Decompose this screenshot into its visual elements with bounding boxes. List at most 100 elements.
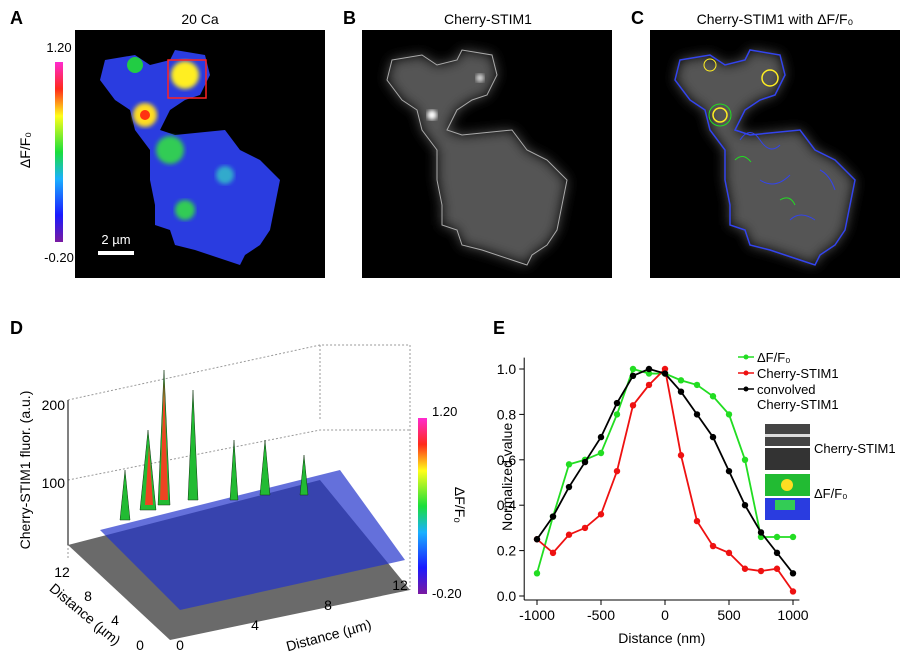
x-axis-label: Distance (nm) <box>618 630 705 646</box>
y-tick-label: 0.2 <box>497 543 517 559</box>
y-tick-label: 0.0 <box>497 588 517 604</box>
point <box>613 399 621 407</box>
point <box>789 533 797 541</box>
colorbar <box>418 418 427 594</box>
point <box>693 517 701 525</box>
y-axis-label: Normalized value <box>499 423 515 531</box>
panel-letter: D <box>10 318 23 338</box>
point <box>677 388 685 395</box>
colorbar-min: -0.20 <box>432 586 462 601</box>
point <box>789 588 797 595</box>
colorbar-label: ΔF/F₀ <box>17 132 33 168</box>
legend-label: Cherry-STIM1 <box>757 366 839 381</box>
x-tick-label: 0 <box>176 637 184 653</box>
scale-bar-label: 2 µm <box>101 232 130 247</box>
point <box>565 483 573 491</box>
point <box>693 381 701 389</box>
series-line <box>536 368 794 574</box>
panel-letter: E <box>493 318 505 338</box>
point <box>757 529 765 536</box>
point <box>565 531 573 538</box>
colorbar-max: 1.20 <box>46 40 71 55</box>
panel-letter: A <box>10 8 23 28</box>
point <box>661 370 669 377</box>
y-tick-label: 0 <box>136 637 144 653</box>
point <box>645 365 653 373</box>
x-tick-label: 500 <box>717 607 741 623</box>
point <box>597 511 605 518</box>
point <box>549 513 557 520</box>
heatmap <box>100 50 280 265</box>
colorbar-label: ΔF/F₀ <box>452 487 468 523</box>
point <box>645 381 653 389</box>
point <box>629 365 637 373</box>
point <box>709 433 717 441</box>
inset-label: ΔF/F₀ <box>814 486 848 501</box>
y-tick-label: 1.0 <box>497 361 517 377</box>
panel-letter: C <box>631 8 644 28</box>
fluorescence-image <box>386 49 568 266</box>
overlay-image <box>674 49 856 266</box>
point <box>549 549 557 557</box>
panel-title: Cherry-STIM1 with ΔF/F₀ <box>697 11 854 27</box>
point <box>581 524 589 532</box>
point <box>613 467 621 475</box>
point <box>629 402 637 409</box>
point <box>693 411 701 418</box>
colorbar-min: -0.20 <box>44 250 74 265</box>
y-tick-label: 12 <box>54 564 70 580</box>
colorbar-max: 1.20 <box>432 404 457 419</box>
panel-title: 20 Ca <box>181 11 219 27</box>
point <box>757 567 765 575</box>
z-tick-label: 100 <box>42 475 66 491</box>
legend-label: ΔF/F₀ <box>757 350 791 365</box>
point <box>725 549 733 557</box>
point <box>661 365 669 373</box>
x-axis-label: Distance (µm) <box>284 616 373 654</box>
point <box>725 411 733 418</box>
x-tick-label: -500 <box>587 607 615 623</box>
x-tick-label: 12 <box>392 577 408 593</box>
surface-plot <box>67 344 411 640</box>
legend-marker <box>743 354 749 360</box>
y-tick-label: 0.6 <box>497 452 517 468</box>
point <box>773 549 781 557</box>
z-tick-label: 200 <box>42 397 66 413</box>
x-tick-label: -1000 <box>519 607 555 623</box>
x-tick-label: 4 <box>251 617 259 633</box>
point <box>709 542 717 550</box>
y-tick-label: 0.8 <box>497 406 517 422</box>
series-line <box>536 367 794 592</box>
point <box>613 411 621 418</box>
y-tick-label: 4 <box>111 612 119 628</box>
x-tick-label: 8 <box>324 597 332 613</box>
panel-title: Cherry-STIM1 <box>444 11 532 27</box>
point <box>677 377 685 384</box>
point <box>741 502 749 509</box>
point <box>533 536 541 543</box>
point <box>789 570 797 577</box>
inset-images <box>765 424 810 520</box>
panel-letter: B <box>343 8 356 28</box>
x-tick-label: 0 <box>661 607 669 623</box>
x-tick-label: 1000 <box>777 607 808 623</box>
scale-bar <box>98 251 134 255</box>
y-tick-label: 0.4 <box>497 497 517 513</box>
point <box>645 370 653 377</box>
z-axis-label: Cherry-STIM1 fluor. (a.u.) <box>17 391 33 550</box>
point <box>597 433 605 441</box>
point <box>565 461 573 468</box>
legend-label: convolved Cherry-STIM1 <box>757 382 839 412</box>
legend-marker <box>743 370 749 376</box>
point <box>581 458 589 466</box>
point <box>533 570 541 577</box>
colorbar <box>55 62 63 242</box>
y-tick-label: 8 <box>84 588 92 604</box>
point <box>709 393 717 400</box>
point <box>677 452 685 459</box>
legend-marker <box>743 386 749 392</box>
point <box>741 565 749 572</box>
point <box>597 449 605 457</box>
point <box>725 467 733 475</box>
